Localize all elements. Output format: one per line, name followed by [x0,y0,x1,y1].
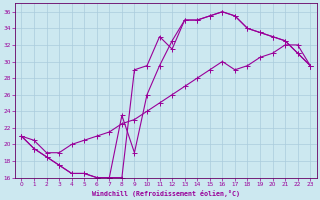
X-axis label: Windchill (Refroidissement éolien,°C): Windchill (Refroidissement éolien,°C) [92,190,240,197]
